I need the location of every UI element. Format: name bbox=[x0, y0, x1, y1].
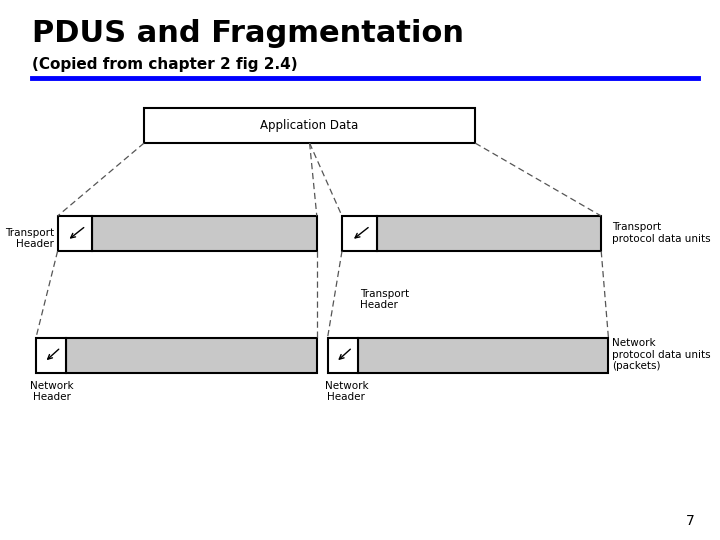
Text: Transport
Header: Transport Header bbox=[5, 228, 54, 249]
Text: (Copied from chapter 2 fig 2.4): (Copied from chapter 2 fig 2.4) bbox=[32, 57, 298, 72]
Bar bbox=[328, 338, 358, 373]
Text: Network
protocol data units
(packets): Network protocol data units (packets) bbox=[612, 338, 711, 372]
Bar bbox=[58, 216, 92, 251]
Text: Network
Header: Network Header bbox=[30, 381, 73, 402]
Text: 7: 7 bbox=[686, 514, 695, 528]
Bar bbox=[144, 108, 475, 143]
Bar bbox=[92, 216, 317, 251]
Text: Transport
Header: Transport Header bbox=[360, 289, 409, 310]
Text: PDUS and Fragmentation: PDUS and Fragmentation bbox=[32, 19, 464, 48]
Text: Network
Header: Network Header bbox=[325, 381, 368, 402]
Bar bbox=[342, 216, 377, 251]
Bar bbox=[66, 338, 317, 373]
Bar bbox=[377, 216, 601, 251]
Bar bbox=[358, 338, 608, 373]
Text: Transport
protocol data units: Transport protocol data units bbox=[612, 222, 711, 244]
Text: Application Data: Application Data bbox=[261, 119, 359, 132]
Bar bbox=[36, 338, 66, 373]
